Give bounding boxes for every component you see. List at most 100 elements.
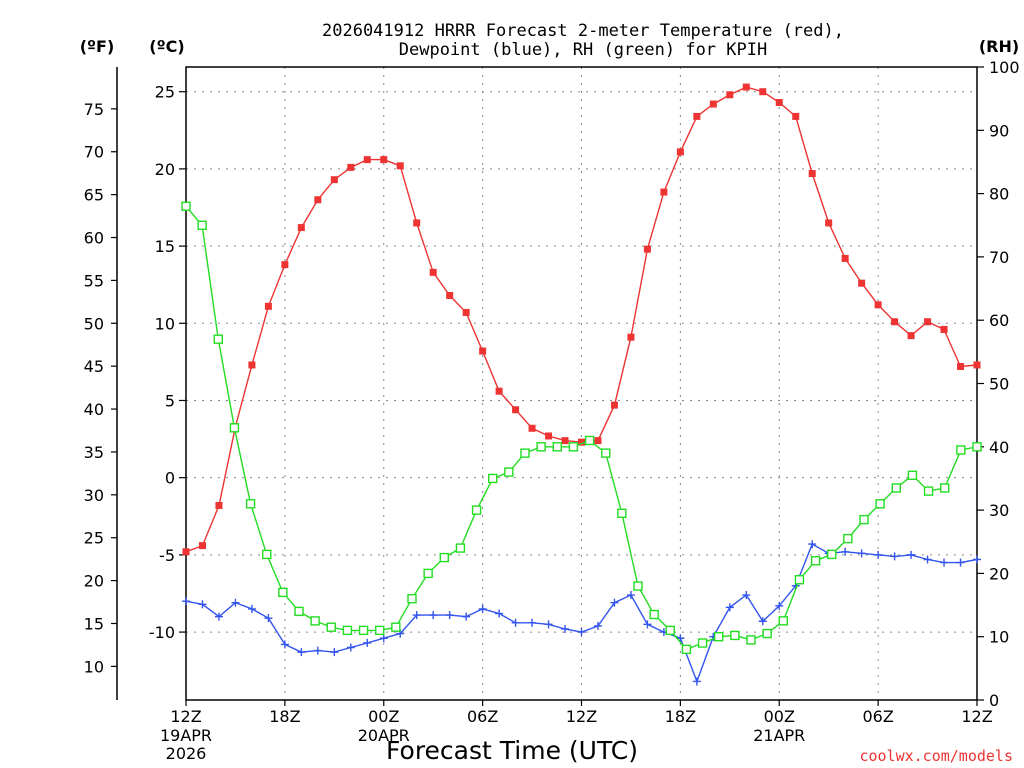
- data-point: [552, 442, 562, 452]
- fahrenheit-tick-label: 50: [84, 314, 104, 333]
- data-point: [825, 219, 833, 227]
- rh-unit-label: (RH): [979, 37, 1019, 56]
- data-point: [907, 470, 918, 480]
- data-point: [792, 112, 800, 120]
- fahrenheit-tick-label: 60: [84, 229, 104, 248]
- data-point: [396, 162, 404, 170]
- rh-tick-label: 90: [989, 121, 1009, 140]
- rh-tick-label: 50: [989, 375, 1009, 394]
- fahrenheit-axis: 10 15 20 25 30 35 40 45 50 55 60 65 70 75: [84, 100, 117, 676]
- data-point: [610, 401, 618, 409]
- data-point: [775, 601, 784, 610]
- data-point: [278, 587, 288, 598]
- data-point: [742, 591, 751, 600]
- data-point: [462, 308, 470, 316]
- data-point: [890, 552, 899, 561]
- data-point: [407, 594, 417, 604]
- data-point: [429, 611, 438, 620]
- celsius-tick-label: 20: [155, 160, 175, 179]
- data-point: [214, 612, 223, 621]
- data-point: [874, 550, 883, 559]
- data-point: [488, 473, 498, 484]
- data-point: [446, 291, 454, 299]
- credit-label: coolwx.com/models: [859, 747, 1013, 765]
- data-point: [762, 628, 772, 639]
- celsius-tick-label: 5: [165, 391, 175, 410]
- data-point: [775, 99, 783, 107]
- data-point: [726, 91, 734, 99]
- data-point: [808, 540, 817, 549]
- data-point: [957, 363, 965, 371]
- rh-tick-label: 20: [989, 564, 1009, 583]
- data-point: [649, 609, 659, 620]
- celsius-unit-label: (ºC): [149, 37, 184, 56]
- time-tick-date: 21APR: [753, 726, 805, 745]
- celsius-tick-label: 0: [165, 469, 175, 488]
- data-point: [347, 163, 355, 171]
- rh-tick-label: 70: [989, 248, 1009, 267]
- data-point: [794, 575, 805, 585]
- data-point: [972, 442, 982, 452]
- data-point: [536, 442, 546, 452]
- data-point: [857, 549, 866, 558]
- data-point: [545, 432, 553, 440]
- data-point: [247, 604, 256, 613]
- data-point: [676, 148, 684, 156]
- series-dewpoint: [182, 540, 981, 686]
- data-point: [643, 620, 652, 629]
- data-point: [231, 598, 240, 607]
- data-point: [577, 628, 586, 637]
- chart-title-line1: 2026041912 HRRR Forecast 2-meter Tempera…: [322, 21, 844, 41]
- data-point: [429, 268, 437, 276]
- data-point: [578, 438, 585, 446]
- fahrenheit-tick-label: 40: [84, 400, 104, 419]
- data-point: [660, 188, 668, 196]
- data-point: [568, 442, 579, 452]
- data-point: [439, 552, 449, 563]
- data-point: [310, 616, 320, 626]
- data-point: [363, 156, 371, 164]
- series-layer: [181, 83, 982, 686]
- data-point: [841, 254, 849, 262]
- fahrenheit-tick-label: 55: [84, 271, 104, 290]
- data-point: [412, 611, 421, 620]
- time-tick-label: 00Z: [368, 707, 399, 726]
- chart-title-line2: Dewpoint (blue), RH (green) for KPIH: [399, 40, 767, 60]
- data-point: [245, 499, 256, 509]
- fahrenheit-tick-label: 30: [84, 486, 104, 505]
- data-point: [264, 614, 273, 623]
- data-point: [940, 558, 949, 567]
- data-point: [584, 435, 595, 446]
- time-tick-year: 2026: [166, 744, 207, 763]
- data-point: [479, 347, 487, 355]
- time-tick-label: 18Z: [665, 707, 696, 726]
- time-tick-date: 20APR: [358, 726, 410, 745]
- fahrenheit-tick-label: 75: [84, 100, 104, 119]
- celsius-tick-label: -5: [159, 546, 175, 565]
- data-point: [198, 600, 207, 609]
- data-point: [593, 621, 602, 630]
- data-point: [363, 638, 372, 647]
- data-point: [281, 261, 289, 269]
- data-point: [511, 618, 520, 627]
- data-point: [973, 555, 981, 564]
- data-point: [280, 640, 289, 649]
- plot-frame: [185, 66, 978, 701]
- data-point: [455, 543, 466, 553]
- celsius-tick-label: 25: [155, 83, 175, 102]
- data-point: [297, 648, 306, 657]
- data-point: [213, 334, 223, 344]
- data-point: [358, 625, 369, 636]
- data-point: [342, 625, 353, 636]
- data-point: [594, 437, 602, 445]
- time-tick-label: 00Z: [764, 707, 795, 726]
- data-point: [759, 88, 767, 96]
- rh-tick-label: 100: [989, 58, 1020, 77]
- data-point: [633, 581, 643, 591]
- data-point: [714, 632, 724, 642]
- data-point: [181, 201, 191, 211]
- time-tick-label: 12Z: [566, 707, 597, 726]
- data-point: [294, 606, 304, 617]
- rh-axis: 0 10 20 30 40 50 60 70 80 90 100: [977, 58, 1020, 710]
